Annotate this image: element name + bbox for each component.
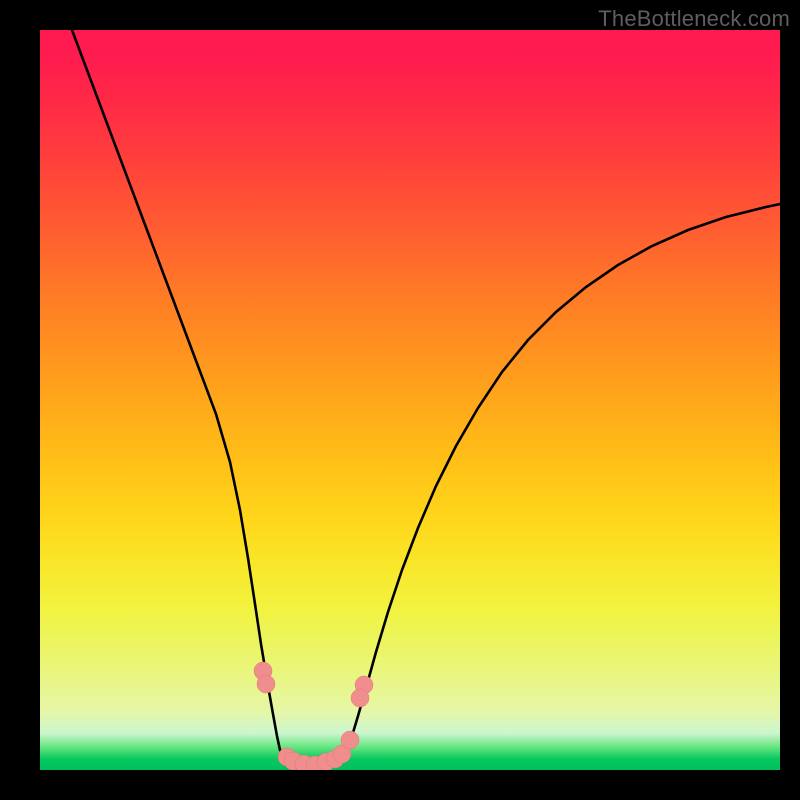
data-markers [254, 662, 373, 770]
plot-area [40, 30, 780, 770]
data-marker [351, 689, 369, 707]
bottleneck-curve [72, 30, 780, 766]
watermark-text: TheBottleneck.com [598, 6, 790, 32]
chart-frame: TheBottleneck.com [0, 0, 800, 800]
data-marker [257, 675, 275, 693]
data-marker [341, 731, 359, 749]
curve-layer [40, 30, 780, 770]
